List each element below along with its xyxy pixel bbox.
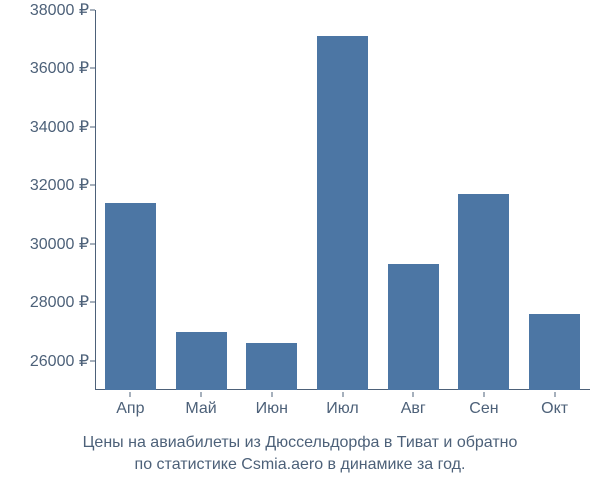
- bar: [317, 36, 368, 390]
- x-tick-mark: [342, 392, 343, 397]
- bar: [176, 332, 227, 390]
- x-tick-mark: [201, 392, 202, 397]
- bar: [388, 264, 439, 390]
- x-axis: Апр Май Июн Июл Авг Сен Окт: [95, 392, 590, 422]
- x-tick-mark: [130, 392, 131, 397]
- x-tick-label: Окт: [541, 400, 568, 418]
- y-tick-label: 38000 ₽: [30, 0, 89, 20]
- y-tick-label: 26000 ₽: [30, 351, 89, 371]
- y-tick-label: 30000 ₽: [30, 234, 89, 254]
- x-tick-mark: [483, 392, 484, 397]
- x-tick-mark: [413, 392, 414, 397]
- y-tick-label: 28000 ₽: [30, 292, 89, 312]
- bar: [529, 314, 580, 390]
- y-tick-label: 36000 ₽: [30, 58, 89, 78]
- price-bar-chart: 26000 ₽ 28000 ₽ 30000 ₽ 32000 ₽ 34000 ₽ 36000…: [0, 0, 600, 500]
- bar: [458, 194, 509, 390]
- x-tick-label: Май: [185, 400, 216, 418]
- bar: [105, 203, 156, 390]
- bar: [246, 343, 297, 390]
- plot-area: [95, 10, 590, 390]
- x-tick-label: Июн: [256, 400, 288, 418]
- x-tick-label: Июл: [326, 400, 358, 418]
- x-tick-mark: [554, 392, 555, 397]
- caption-line-1: Цены на авиабилеты из Дюссельдорфа в Тив…: [20, 432, 580, 454]
- y-axis-line: [95, 10, 96, 390]
- x-tick-label: Сен: [469, 400, 498, 418]
- x-tick-mark: [271, 392, 272, 397]
- chart-caption: Цены на авиабилеты из Дюссельдорфа в Тив…: [0, 432, 600, 475]
- y-tick-label: 32000 ₽: [30, 175, 89, 195]
- y-axis: 26000 ₽ 28000 ₽ 30000 ₽ 32000 ₽ 34000 ₽ 36000…: [0, 10, 95, 390]
- y-tick-label: 34000 ₽: [30, 117, 89, 137]
- x-tick-label: Апр: [116, 400, 144, 418]
- caption-line-2: по статистике Csmia.aero в динамике за г…: [20, 454, 580, 476]
- x-tick-label: Авг: [401, 400, 426, 418]
